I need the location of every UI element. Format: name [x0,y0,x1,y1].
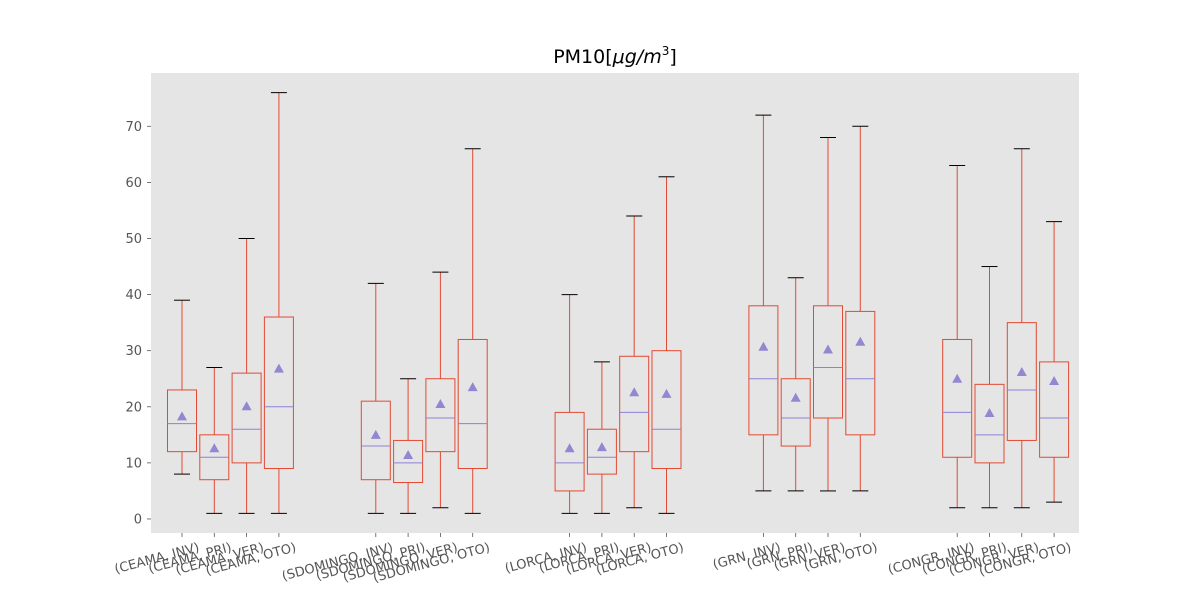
y-tick-label: 0 [134,512,142,527]
mean-marker [273,363,284,373]
mean-marker [435,398,446,408]
box-iqr [1006,322,1037,441]
y-tick-label: 10 [125,456,142,471]
mean-marker [952,373,963,383]
box-item [199,367,230,514]
y-tick-label: 70 [125,120,142,135]
box-iqr [942,338,973,458]
box-item [813,137,843,492]
mean-marker [823,344,833,354]
box-item [942,165,973,509]
box-iqr [263,316,294,469]
mean-marker [984,407,995,417]
box-item [845,125,876,492]
chart-title: PM10[μg/m3] [553,44,677,68]
box-iqr [813,305,843,419]
mean-marker [241,401,252,411]
box-item [586,361,617,514]
plot-area [151,73,1079,533]
y-tick-label: 20 [125,400,142,415]
mean-marker [370,429,381,439]
box-iqr [231,372,262,464]
mean-marker [1016,367,1027,376]
box-iqr [425,378,456,453]
box-item [231,237,262,514]
box-item [263,92,294,514]
y-tick-label: 50 [125,232,142,247]
boxes-layer [167,92,1070,514]
box-iqr [845,310,876,436]
box-iqr [651,350,682,469]
mean-marker [758,341,769,351]
box-iqr [360,400,391,481]
box-item [748,114,779,492]
box-item [651,176,682,514]
box-item [1006,148,1037,509]
mean-marker [403,450,414,460]
box-group-ceama [167,92,294,514]
box-item [1039,221,1070,503]
box-item [457,148,488,514]
mean-marker [661,388,672,398]
mean-marker [790,392,801,402]
box-item [360,282,391,514]
box-group-sdomingo [360,148,488,514]
y-axis: 0 10 20 30 40 50 60 70 [125,120,151,527]
x-axis: (CEAMA, INV)(CEAMA, PRI)(CEAMA, VER)(CEA… [113,533,1073,586]
box-item [780,277,811,492]
box-item [554,294,585,514]
box-iqr [1039,361,1070,458]
box-item [393,378,424,514]
mean-marker [596,442,607,452]
box-iqr [167,389,197,453]
mean-marker [209,443,220,453]
y-tick-label: 40 [125,288,142,303]
mean-marker [855,336,866,346]
box-iqr [457,338,488,469]
box-iqr [586,428,617,475]
box-group-congr [942,148,1070,509]
box-iqr [780,378,811,447]
box-iqr [748,305,779,436]
box-item [619,215,650,509]
mean-marker [177,411,187,421]
mean-marker [467,382,478,392]
box-iqr [619,355,650,453]
box-item [167,299,197,475]
box-iqr [554,411,585,492]
y-tick-label: 30 [125,344,142,359]
box-iqr [393,439,424,484]
y-tick-label: 60 [125,176,142,191]
box-item [974,266,1005,509]
box-group-grn [748,114,876,492]
mean-marker [629,387,640,397]
box-group-lorca [554,176,682,514]
box-iqr [974,383,1005,464]
mean-marker [1049,375,1060,385]
box-item [425,271,456,509]
mean-marker [564,443,575,453]
